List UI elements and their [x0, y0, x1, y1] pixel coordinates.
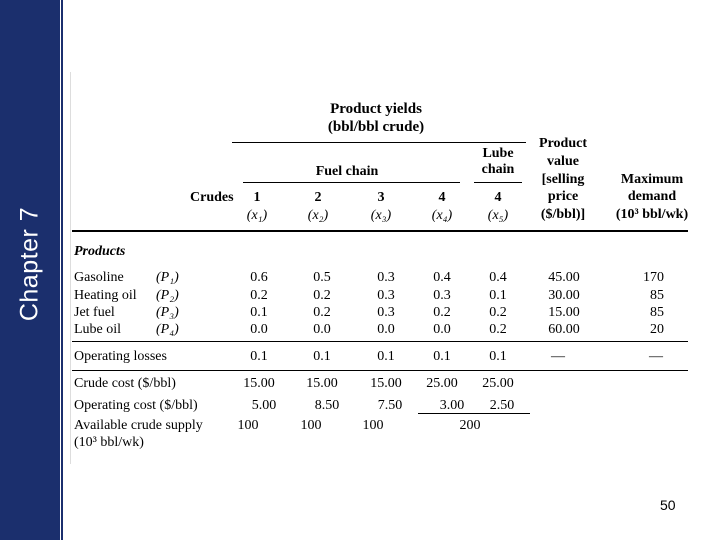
yield-cell: 0.1: [489, 288, 507, 303]
losses-cell: 0.1: [377, 349, 395, 364]
product-symbol: (P₃): [156, 305, 179, 320]
yield-cell: 0.2: [250, 288, 268, 303]
crude-var-3: (x₃): [370, 208, 392, 223]
product-value-line-5: ($/bbl)]: [540, 207, 586, 222]
crude-cost-cell: 15.00: [306, 376, 338, 391]
losses-label: Operating losses: [74, 349, 167, 364]
operating-cost-cell: 7.50: [377, 398, 403, 413]
max-demand-line-3: (10³ bbl/wk): [615, 207, 689, 222]
supply-cell: 100: [362, 418, 384, 433]
yield-cell: 0.3: [377, 305, 395, 320]
operating-cost-label: Operating cost ($/bbl): [74, 398, 198, 413]
max-demand-line-1: Maximum: [620, 172, 684, 187]
yield-cell: 0.6: [250, 270, 268, 285]
yield-cell: 0.4: [433, 270, 451, 285]
price-cell: 45.00: [548, 270, 580, 285]
product-value-line-4: price: [547, 189, 579, 204]
price-cell: 15.00: [548, 305, 580, 320]
product-name: Jet fuel: [74, 305, 115, 320]
crude-var-1: (x₁): [246, 208, 268, 223]
yield-cell: 0.4: [489, 270, 507, 285]
products-rule: [72, 341, 688, 342]
operating-cost-cell: 8.50: [314, 398, 340, 413]
yield-cell: 0.1: [250, 305, 268, 320]
supply-cell: 200: [459, 418, 481, 433]
crude-cost-cell: 25.00: [482, 376, 514, 391]
crude-var-2: (x₂): [307, 208, 329, 223]
yield-cell: 0.2: [489, 305, 507, 320]
demand-cell: 85: [650, 305, 664, 320]
supply-cell: 100: [237, 418, 259, 433]
product-symbol: (P₂): [156, 288, 179, 303]
losses-price: —: [551, 349, 565, 364]
losses-rule: [72, 370, 688, 371]
yield-cell: 0.3: [377, 270, 395, 285]
losses-cell: 0.1: [250, 349, 268, 364]
crude-col-3: 3: [377, 190, 385, 205]
product-value-line-3: [selling: [541, 172, 585, 187]
demand-cell: 170: [643, 270, 664, 285]
product-symbol: (P₁): [156, 270, 179, 285]
yield-cell: 0.0: [313, 322, 331, 337]
yields-rule: [232, 142, 526, 143]
operating-cost-cell: 5.00: [251, 398, 277, 413]
crude-col-1: 1: [253, 190, 261, 205]
products-label: Products: [74, 244, 126, 259]
crudes-label: Crudes: [190, 190, 234, 205]
crude-cost-cell: 15.00: [370, 376, 402, 391]
header-rule: [72, 230, 688, 232]
losses-cell: 0.1: [433, 349, 451, 364]
product-symbol: (P₄): [156, 322, 179, 337]
lube-chain-label-2: chain: [481, 162, 515, 177]
chapter-title: Chapter 7: [15, 206, 44, 322]
yield-cell: 0.2: [433, 305, 451, 320]
yield-cell: 0.3: [377, 288, 395, 303]
yield-cell: 0.2: [489, 322, 507, 337]
product-yields-heading: Product yields: [330, 101, 422, 117]
sidebar-divider: [61, 0, 63, 540]
page-number: 50: [660, 497, 676, 513]
demand-cell: 85: [650, 288, 664, 303]
yield-cell: 0.3: [433, 288, 451, 303]
fuel-chain-label: Fuel chain: [315, 164, 379, 179]
price-cell: 30.00: [548, 288, 580, 303]
lube-chain-label-1: Lube: [482, 146, 514, 161]
yield-cell: 0.2: [313, 288, 331, 303]
product-name: Lube oil: [74, 322, 122, 337]
supply-label-line-1: Available crude supply: [74, 418, 203, 433]
yield-cell: 0.0: [377, 322, 395, 337]
operating-cost-cell: 2.50: [489, 398, 515, 413]
operating-cost-cell: 3.00: [439, 398, 465, 413]
lube-chain-rule: [474, 182, 522, 183]
chapter-sidebar: Chapter 7: [0, 0, 60, 540]
max-demand-line-2: demand: [627, 189, 677, 204]
crude-cost-label: Crude cost ($/bbl): [74, 376, 176, 391]
price-cell: 60.00: [548, 322, 580, 337]
table-image: [70, 72, 693, 464]
crude-cost-cell: 15.00: [243, 376, 275, 391]
product-value-line-1: Product: [539, 136, 587, 151]
yield-cell: 0.0: [433, 322, 451, 337]
supply-group-rule: [418, 413, 530, 414]
product-value-line-2: value: [547, 154, 579, 169]
supply-cell: 100: [300, 418, 322, 433]
losses-cell: 0.1: [313, 349, 331, 364]
product-name: Gasoline: [74, 270, 124, 285]
losses-cell: 0.1: [489, 349, 507, 364]
losses-demand: —: [649, 349, 663, 364]
crude-col-2: 2: [314, 190, 322, 205]
yield-cell: 0.0: [250, 322, 268, 337]
yield-cell: 0.2: [313, 305, 331, 320]
demand-cell: 20: [650, 322, 664, 337]
crude-var-5: (x₅): [487, 208, 509, 223]
product-name: Heating oil: [74, 288, 137, 303]
fuel-chain-rule: [243, 182, 460, 183]
yield-cell: 0.5: [313, 270, 331, 285]
crude-cost-cell: 25.00: [426, 376, 458, 391]
crude-col-5: 4: [494, 190, 502, 205]
crude-var-4: (x₄): [431, 208, 453, 223]
crude-col-4: 4: [438, 190, 446, 205]
yields-unit: (bbl/bbl crude): [327, 119, 425, 135]
supply-label-line-2: (10³ bbl/wk): [74, 435, 144, 450]
